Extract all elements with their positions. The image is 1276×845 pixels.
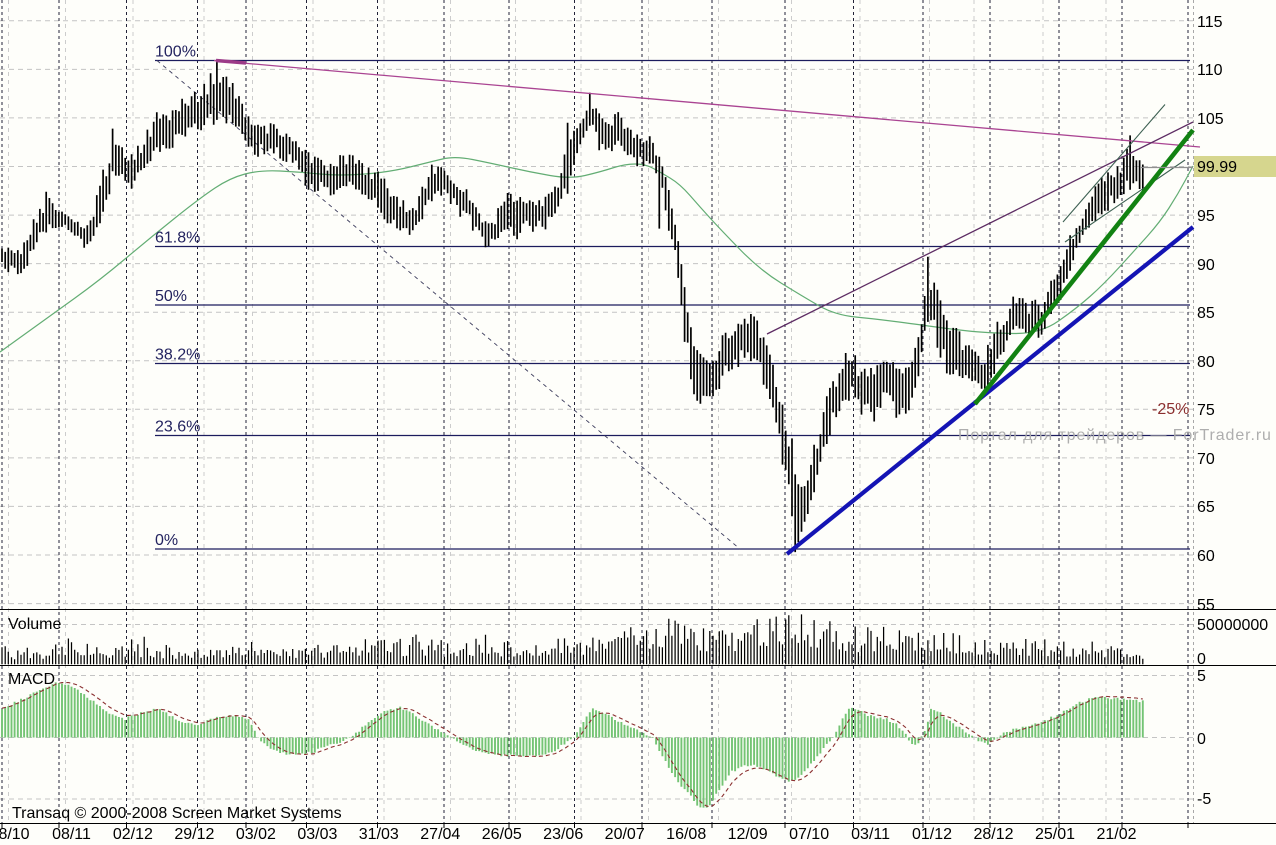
svg-text:02/12: 02/12 xyxy=(113,826,153,843)
svg-text:MACD: MACD xyxy=(8,671,55,688)
svg-text:27/04: 27/04 xyxy=(420,826,460,843)
svg-text:38.2%: 38.2% xyxy=(155,347,200,364)
svg-text:20/07: 20/07 xyxy=(605,826,645,843)
svg-text:60: 60 xyxy=(1197,548,1215,565)
svg-text:0%: 0% xyxy=(155,532,178,549)
svg-text:55: 55 xyxy=(1197,597,1215,614)
svg-text:Портал для трейдеров — ForTrad: Портал для трейдеров — ForTrader.ru xyxy=(958,427,1272,444)
svg-text:29/12: 29/12 xyxy=(174,826,214,843)
svg-text:Transaq © 2000-2008 Screen Mar: Transaq © 2000-2008 Screen Market System… xyxy=(12,805,342,822)
svg-text:100%: 100% xyxy=(155,44,196,61)
svg-text:90: 90 xyxy=(1197,257,1215,274)
svg-text:01/12: 01/12 xyxy=(912,826,952,843)
svg-text:105: 105 xyxy=(1197,111,1224,128)
svg-text:0: 0 xyxy=(1197,731,1206,748)
svg-text:85: 85 xyxy=(1197,305,1215,322)
svg-text:28/12: 28/12 xyxy=(973,826,1013,843)
svg-text:8/10: 8/10 xyxy=(0,826,30,843)
svg-text:26/05: 26/05 xyxy=(482,826,522,843)
svg-text:99.99: 99.99 xyxy=(1197,159,1237,176)
svg-text:65: 65 xyxy=(1197,499,1215,516)
svg-text:21/02: 21/02 xyxy=(1096,826,1136,843)
svg-text:07/10: 07/10 xyxy=(789,826,829,843)
svg-text:115: 115 xyxy=(1197,14,1223,31)
svg-text:03/03: 03/03 xyxy=(297,826,337,843)
svg-text:12/09: 12/09 xyxy=(728,826,768,843)
svg-text:70: 70 xyxy=(1197,451,1215,468)
svg-text:31/03: 31/03 xyxy=(359,826,399,843)
svg-text:23.6%: 23.6% xyxy=(155,419,200,436)
svg-text:95: 95 xyxy=(1197,208,1215,225)
svg-text:-25%: -25% xyxy=(1152,401,1189,418)
svg-text:25/01: 25/01 xyxy=(1035,826,1075,843)
svg-text:0: 0 xyxy=(1197,651,1206,668)
svg-text:03/11: 03/11 xyxy=(851,826,890,843)
svg-text:23/06: 23/06 xyxy=(543,826,583,843)
svg-text:75: 75 xyxy=(1197,402,1215,419)
svg-text:08/11: 08/11 xyxy=(52,826,91,843)
svg-text:80: 80 xyxy=(1197,354,1215,371)
svg-text:50%: 50% xyxy=(155,288,187,305)
svg-text:110: 110 xyxy=(1197,62,1223,79)
svg-text:16/08: 16/08 xyxy=(666,826,706,843)
svg-text:5: 5 xyxy=(1197,668,1206,685)
svg-text:50000000: 50000000 xyxy=(1197,617,1268,634)
svg-text:61.8%: 61.8% xyxy=(155,230,200,247)
svg-text:Volume: Volume xyxy=(8,616,61,633)
svg-text:03/02: 03/02 xyxy=(236,826,276,843)
svg-text:-5: -5 xyxy=(1197,791,1211,808)
